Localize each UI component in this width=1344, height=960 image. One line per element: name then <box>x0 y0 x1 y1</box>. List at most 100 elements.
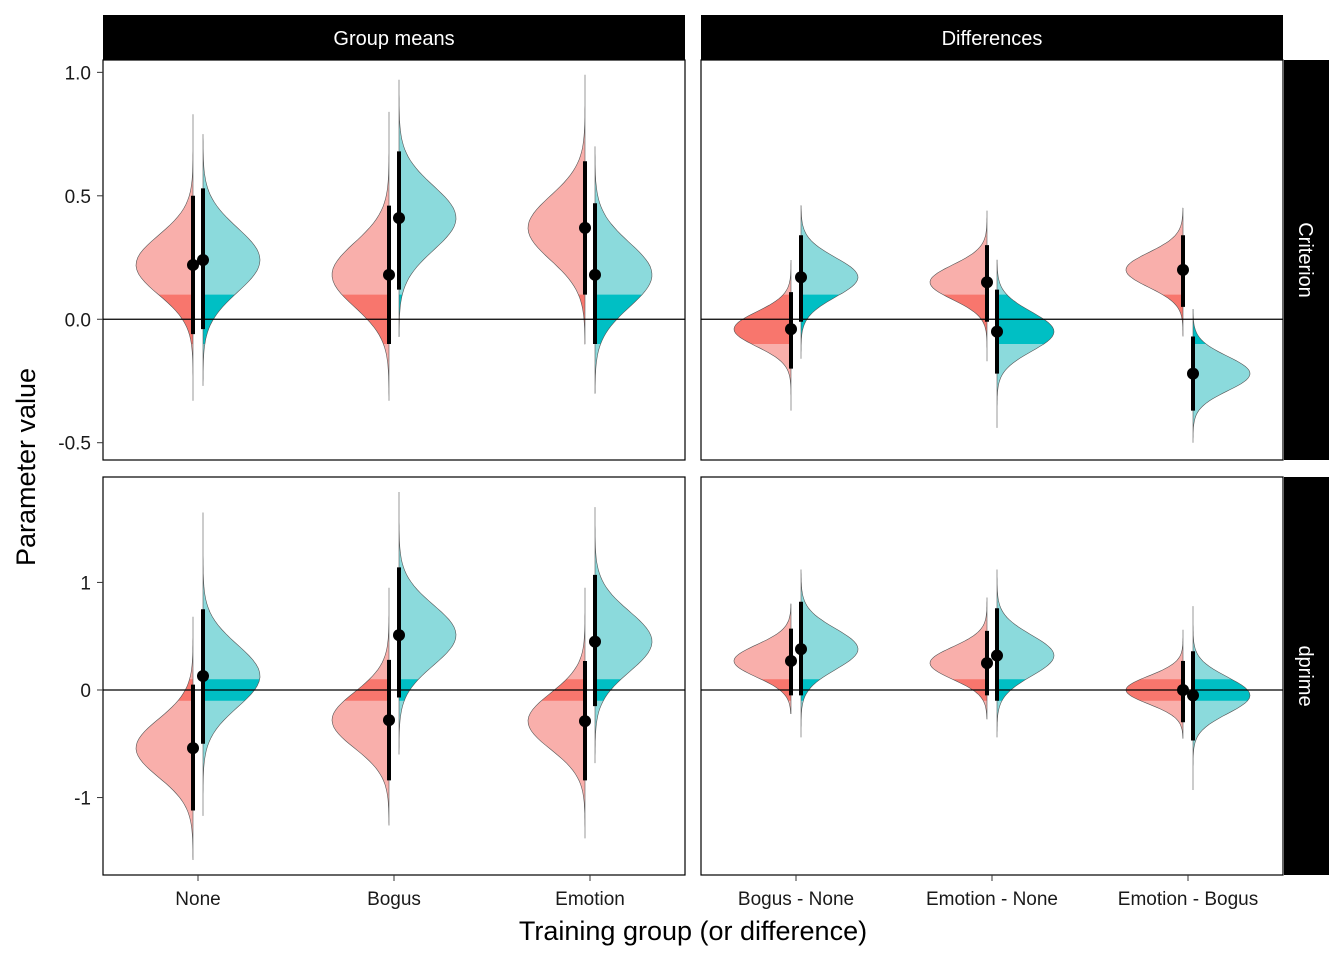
panel-1-0-violin-0-right-body <box>203 512 260 816</box>
panel-0-0-violin-1-right-outline <box>398 79 457 337</box>
panel-1-0-violin-1-right-body <box>399 492 456 755</box>
panel-0-0-violin-0-right-band <box>203 294 235 344</box>
panel-1-0-violin-2-left-mean-point <box>579 715 591 728</box>
panel-0-1-violin-0-right-band <box>801 294 840 344</box>
panel-0-1-violin-0-left-mean-point <box>785 323 797 336</box>
x-tick-label-0-2: Emotion <box>555 889 625 910</box>
panel-1-1-violin-2-right-band <box>1193 679 1250 701</box>
y-tick-label-0-3: 1.0 <box>65 63 91 84</box>
panel-1-1-violin-0-right-mean-point <box>795 643 807 656</box>
panel-0-1-violin-2-right-body <box>1193 309 1250 443</box>
panel-0-1-violin-1-left-mean-point <box>981 276 993 289</box>
panel-0-0-violin-2-right-body <box>595 146 652 394</box>
panel-1-1-violin-1-left-mean-point <box>981 657 993 670</box>
panel-1-0-violin-0-left-body <box>136 616 193 860</box>
panel-1-1-violin-1-left-body <box>930 597 987 720</box>
panel-1-1-violin-1-right-body <box>997 569 1054 738</box>
panel-layer <box>102 59 1284 876</box>
panel-0-1-violin-1-left-body <box>930 210 987 362</box>
x-tick-label-1-2: Emotion - Bogus <box>1118 889 1258 910</box>
panel-0-1-violin-1-left-band <box>942 294 987 344</box>
panel-1-0-violin-2-right-body <box>595 507 652 764</box>
panel-1-0-violin-1-left-mean-point <box>383 714 395 727</box>
panel-1-0-violin-2-right-mean-point <box>589 635 601 648</box>
panel-0-0-violin-0-right-body <box>203 134 260 386</box>
panel-0-0-violin-0-left-mean-point <box>187 258 199 271</box>
panel-0-0-violin-0-left-band <box>158 294 193 344</box>
panel-1-1-violin-0-left-mean-point <box>785 654 797 667</box>
col-strip-group-means-bg <box>103 15 685 60</box>
panel-1-0-violin-0-left-mean-point <box>187 742 199 755</box>
panel-0-0-violin-2-left-mean-point <box>579 221 591 234</box>
panel-1-0-violin-1-left-body <box>332 587 389 826</box>
row-strip-criterion-bg <box>1284 60 1329 460</box>
panel-0-1-violin-2-left-mean-point <box>1177 263 1189 276</box>
panel-0-0-violin-2-left-body <box>528 74 585 345</box>
y-tick-label-0-1: 0.0 <box>65 310 91 331</box>
panel-1-1-violin-0-left-band <box>760 679 791 701</box>
panel-1-1-violin-2-left-outline <box>1125 629 1184 739</box>
panel-1-1-violin-1-left-band <box>952 679 987 701</box>
panel-1-1-violin-2-right-outline <box>1192 606 1251 791</box>
y-tick-label-0-2: 0.5 <box>65 187 91 208</box>
panel-1-0-violin-1-right-outline <box>398 492 457 755</box>
panel-1-1-violin-0-left-body <box>734 603 791 714</box>
panel-1-1-violin-2-left-band <box>1126 679 1183 701</box>
panel-1-1-violin-0-right-band <box>801 679 821 701</box>
panel-0-0-violin-0-right-outline <box>202 134 261 386</box>
strip-layer: Group means Differences Criterion dprime <box>103 15 1329 875</box>
panel-1-1-violin-1-right-outline <box>996 569 1055 738</box>
panel-0-1-violin-1-left-outline <box>929 210 988 362</box>
col-strip-differences: Differences <box>942 28 1043 50</box>
panel-1-1-violin-1-right-mean-point <box>991 649 1003 662</box>
panel-1-1-violin-0-right-body <box>801 569 858 738</box>
col-strip-group-means: Group means <box>333 28 454 50</box>
panel-1-1-violin-0-left-outline <box>733 603 792 715</box>
row-strip-criterion: Criterion <box>1294 222 1316 298</box>
panel-0-0-violin-1-left-outline <box>331 111 390 401</box>
panel-0-1-violin-0-left-band <box>734 294 791 344</box>
panel-0-1-violin-1-right-mean-point <box>991 325 1003 338</box>
y-tick-label-0-0: -0.5 <box>58 434 91 455</box>
panel-0-0-violin-1-left-mean-point <box>383 268 395 281</box>
panel-0-1-violin-2-right-outline <box>1192 309 1251 443</box>
violin-layer <box>135 74 1251 860</box>
panel-1-0-violin-2-left-outline <box>527 587 586 839</box>
x-axis-title: Training group (or difference) <box>519 916 867 946</box>
panel-1-0-violin-2-left-body <box>528 587 585 839</box>
y-tick-label-1-2: 1 <box>80 573 91 594</box>
y-tick-label-1-1: 0 <box>80 681 91 702</box>
y-tick-label-1-0: -1 <box>74 789 91 810</box>
panel-0-1-violin-2-left-body <box>1126 208 1183 337</box>
panel-1-1-violin-1-right-band <box>997 679 1027 701</box>
panel-0-0-violin-2-left-band <box>578 294 585 344</box>
panel-0-1-violin-2-right-mean-point <box>1187 367 1199 380</box>
panel-0-0-violin-0-left-body <box>136 114 193 401</box>
panel-0-0-violin-1-right-mean-point <box>393 212 405 225</box>
row-strip-dprime-bg <box>1284 477 1329 875</box>
panel-1-0-violin-1-right-mean-point <box>393 629 405 642</box>
panel-0-1-violin-1-right-outline <box>996 259 1055 428</box>
panel-1-0-violin-0-right-mean-point <box>197 670 209 682</box>
panel-0-1-violin-0-right-outline <box>800 205 859 359</box>
panel-1-0-violin-0-right-outline <box>202 512 261 816</box>
panel-1-1-violin-0-right-outline <box>800 569 859 738</box>
panel-0-1-violin-2-left-outline <box>1125 207 1184 337</box>
panel-0-1-violin-2-left-band <box>1162 294 1183 337</box>
panel-1-1-violin-2-right-mean-point <box>1187 689 1199 702</box>
x-tick-label-0-0: None <box>175 889 220 910</box>
panel-0-0-violin-0-left-outline <box>135 114 194 401</box>
panel-1-1-violin-1-left-outline <box>929 597 988 720</box>
x-tick-label-1-1: Emotion - None <box>926 889 1058 910</box>
col-strip-differences-bg <box>701 15 1283 60</box>
panel-0-1-violin-1-right-band <box>997 294 1054 344</box>
x-tick-label-1-0: Bogus - None <box>738 889 854 910</box>
panel-0-1-violin-0-right-body <box>801 205 858 359</box>
panel-1-0-violin-1-left-outline <box>331 587 390 826</box>
panel-0-0-violin-1-right-body <box>399 79 456 337</box>
panel-0-1-violin-0-left-outline <box>733 260 792 411</box>
y-axis-title: Parameter value <box>11 368 41 566</box>
row-strip-dprime: dprime <box>1294 645 1316 706</box>
panel-0-0-violin-1-left-body <box>332 111 389 401</box>
